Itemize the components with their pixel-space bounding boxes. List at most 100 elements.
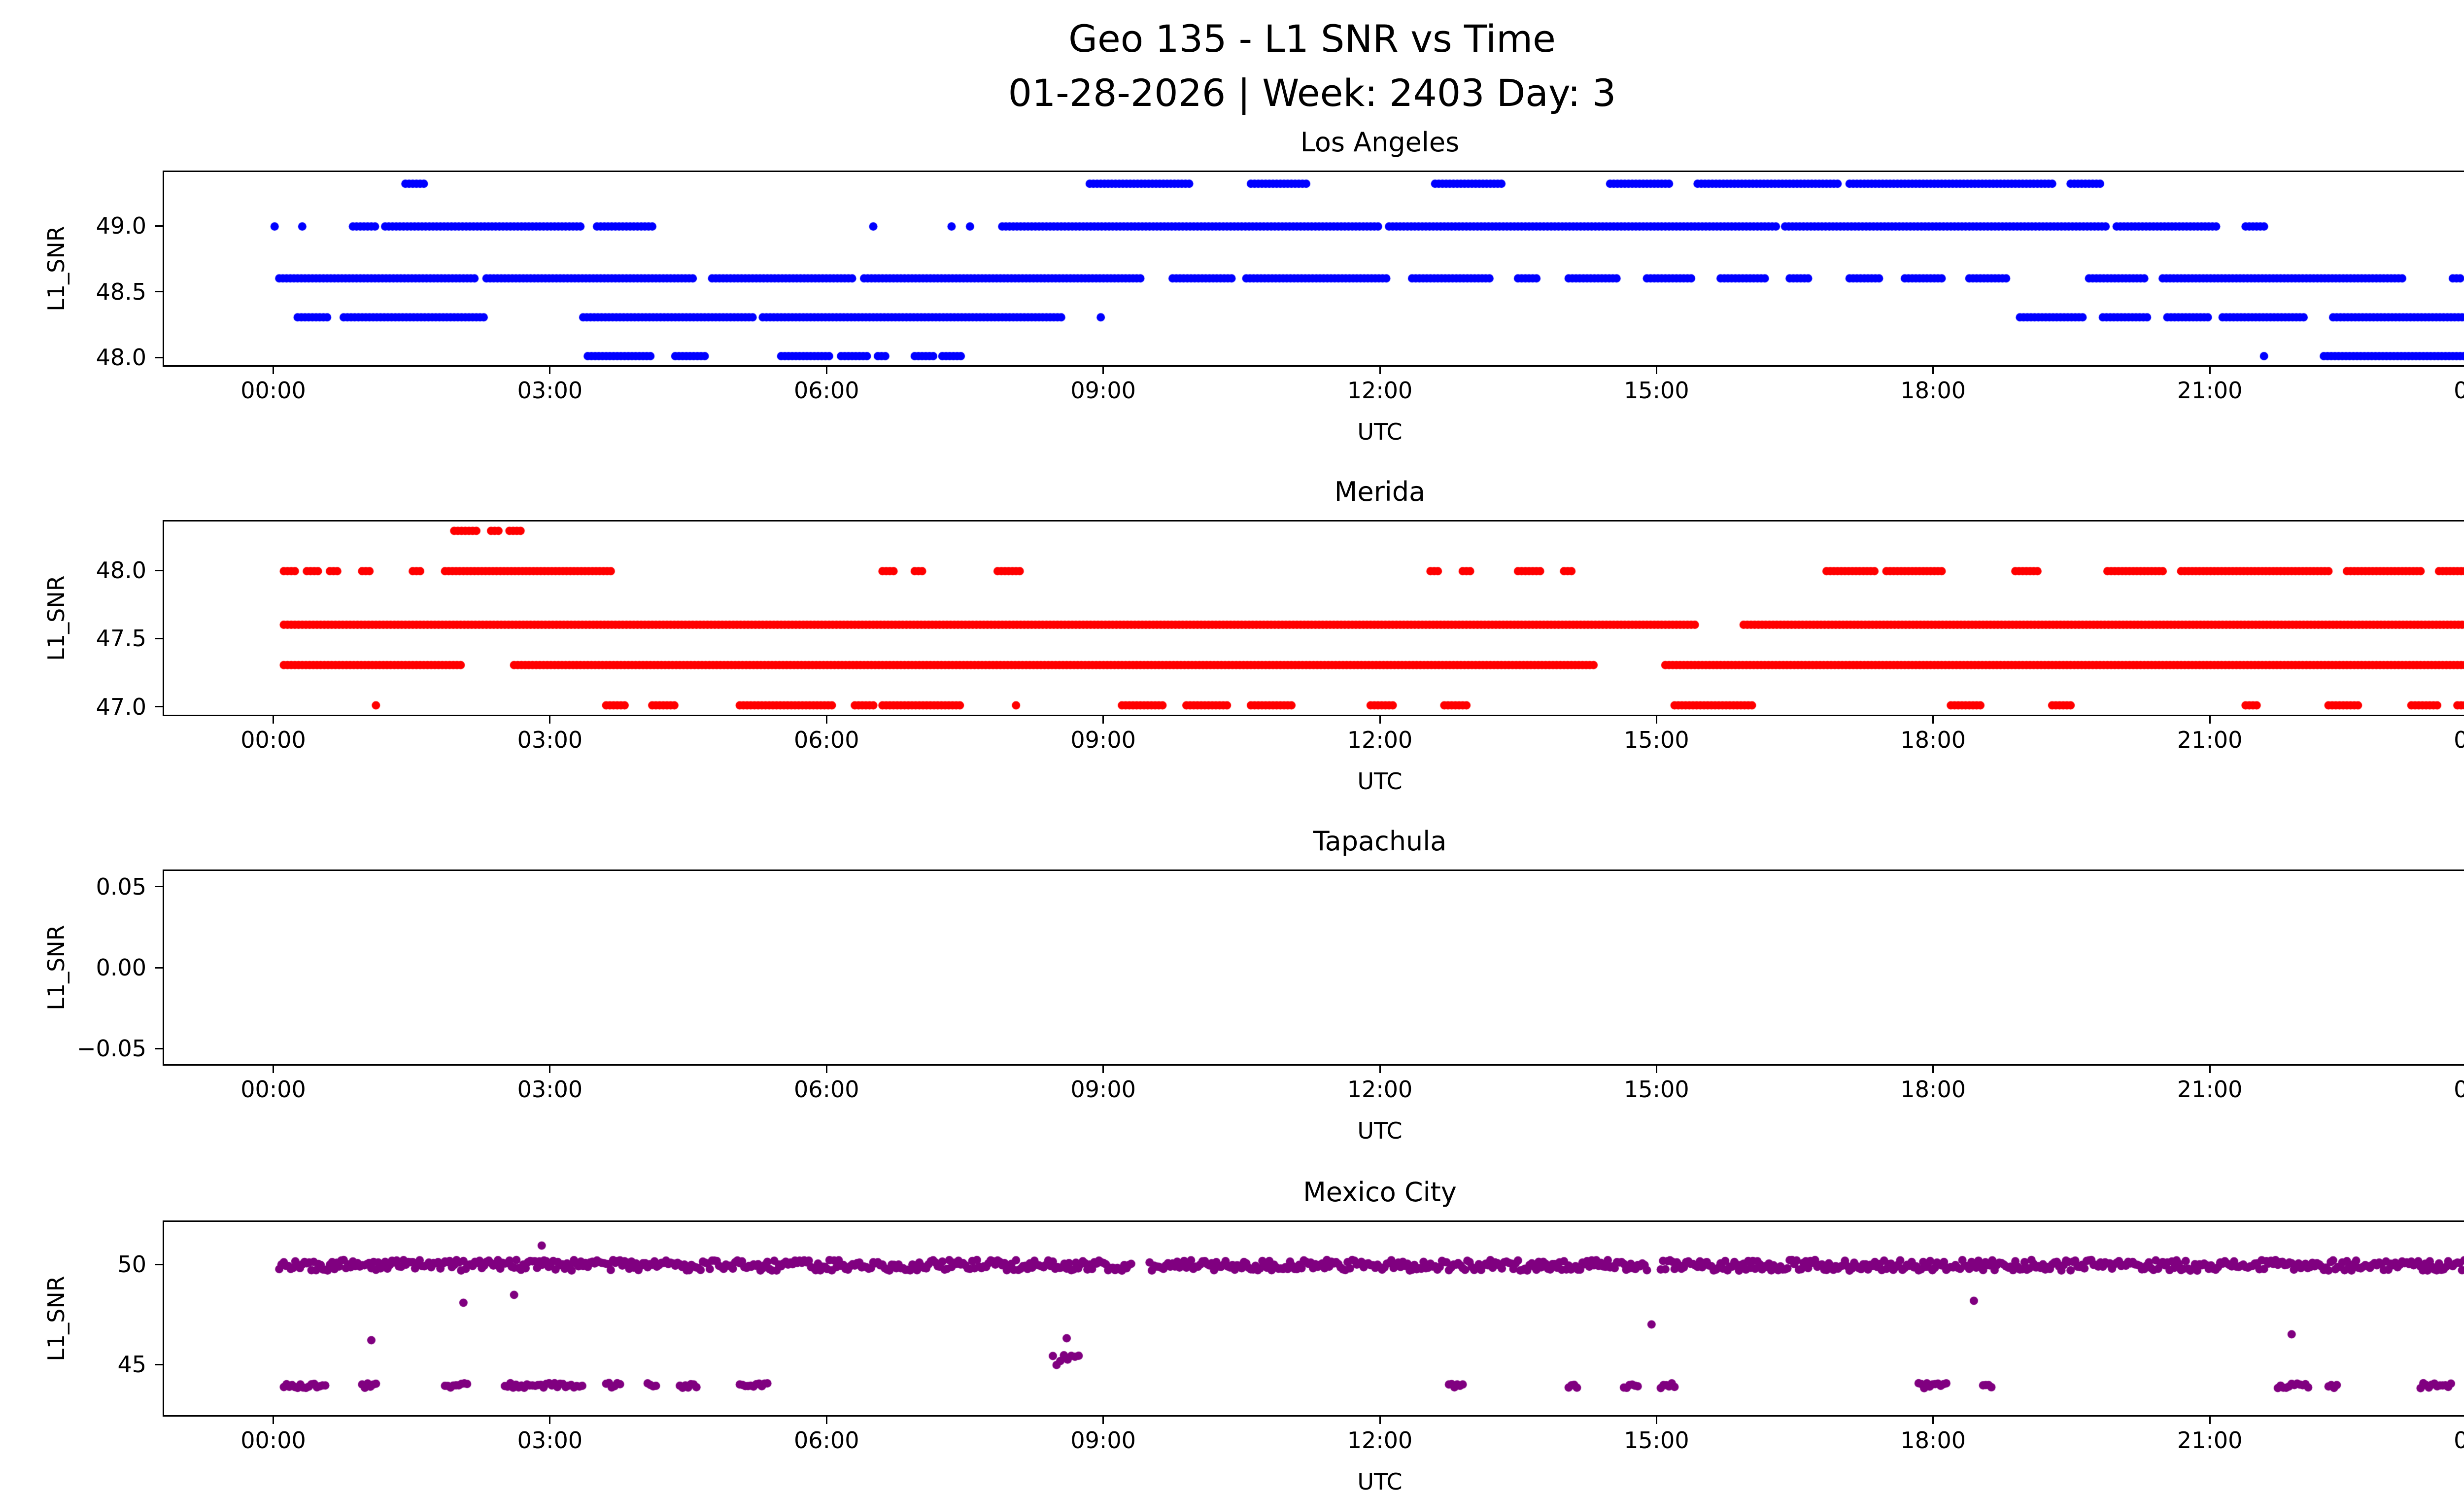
y-tick-labels: 45 50 (0, 1220, 155, 1417)
x-tick-label: 15:00 (1624, 1427, 1689, 1454)
y-tick-label: 50 (117, 1251, 146, 1278)
x-tick-label: 18:00 (1900, 377, 1966, 404)
x-tick-label: 00:00 (240, 727, 306, 753)
x-tick-label: 03:00 (517, 727, 583, 753)
x-tick-mark (1102, 367, 1104, 374)
subplot-tapachula: Tapachula L1_SNR −0.05 0.00 0.05 00:00 03:0… (0, 815, 2464, 1144)
y-tick-mark (155, 1263, 163, 1265)
x-tick-mark (1379, 1417, 1381, 1424)
y-tick-mark (155, 356, 163, 358)
y-tick-marks (155, 171, 163, 367)
y-tick-labels: 48.0 48.5 49.0 (0, 171, 155, 371)
y-tick-mark (155, 225, 163, 227)
x-tick-mark (2209, 716, 2211, 724)
y-tick-marks (155, 1220, 163, 1417)
x-tick-mark (825, 1417, 827, 1424)
x-tick-marks (163, 716, 2464, 724)
x-tick-label: 15:00 (1624, 377, 1689, 404)
x-tick-mark (1102, 1417, 1104, 1424)
x-tick-label: 06:00 (793, 1076, 859, 1103)
x-tick-label: 21:00 (2177, 1427, 2243, 1454)
plot-area (163, 520, 2464, 716)
x-tick-mark (1932, 1417, 1934, 1424)
plot-area (163, 1220, 2464, 1417)
x-tick-label: 00:00 (2454, 727, 2464, 753)
x-axis-label: UTC (1357, 418, 1403, 445)
x-tick-label: 00:00 (2454, 1427, 2464, 1454)
x-tick-label: 12:00 (1347, 377, 1413, 404)
x-tick-label: 09:00 (1070, 1076, 1136, 1103)
y-tick-label: 0.00 (96, 954, 146, 981)
x-tick-labels: 00:00 03:00 06:00 09:00 12:00 15:00 18:00 21:00… (163, 1076, 2464, 1103)
figure-title-line2: 01-28-2026 | Week: 2403 Day: 3 (1008, 71, 1616, 115)
y-tick-label: 0.05 (96, 873, 146, 900)
figure-title: Geo 135 - L1 SNR vs Time 01-28-2026 | We… (0, 12, 2464, 120)
y-tick-labels: 47.0 47.5 48.0 (0, 520, 155, 720)
x-tick-mark (549, 716, 551, 724)
plot-area (163, 869, 2464, 1066)
x-tick-mark (2209, 367, 2211, 374)
x-tick-label: 18:00 (1900, 1427, 1966, 1454)
x-tick-marks (163, 1417, 2464, 1424)
subplot-mexico-city: Mexico City L1_SNR 45 50 00:00 03:00 06:00 0… (0, 1166, 2464, 1495)
y-tick-marks (155, 869, 163, 1066)
subplot-title: Merida (1334, 476, 1426, 507)
y-tick-mark (155, 1363, 163, 1365)
x-tick-label: 06:00 (793, 1427, 859, 1454)
y-tick-label: 47.5 (96, 625, 146, 652)
scatter-canvas (164, 522, 2464, 715)
subplot-title: Los Angeles (1300, 127, 1460, 158)
x-tick-label: 03:00 (517, 377, 583, 404)
x-tick-label: 12:00 (1347, 727, 1413, 753)
y-tick-mark (155, 886, 163, 888)
figure-title-line1: Geo 135 - L1 SNR vs Time (1068, 17, 1556, 61)
subplot-merida: Merida L1_SNR 47.0 47.5 48.0 00:00 03:00 06:… (0, 466, 2464, 795)
x-tick-mark (1932, 716, 1934, 724)
y-tick-label: 45 (117, 1351, 146, 1378)
x-tick-label: 03:00 (517, 1427, 583, 1454)
x-tick-label: 06:00 (793, 727, 859, 753)
x-tick-label: 18:00 (1900, 727, 1966, 753)
x-tick-labels: 00:00 03:00 06:00 09:00 12:00 15:00 18:00 21:00… (163, 1426, 2464, 1454)
y-tick-label: −0.05 (77, 1035, 146, 1062)
x-axis-label: UTC (1357, 1117, 1403, 1144)
y-tick-mark (155, 291, 163, 293)
x-tick-mark (1102, 716, 1104, 724)
scatter-canvas (164, 871, 2464, 1064)
x-tick-mark (2209, 1066, 2211, 1073)
subplot-title: Mexico City (1303, 1177, 1457, 1208)
x-tick-mark (1379, 367, 1381, 374)
x-tick-mark (273, 716, 274, 724)
x-tick-label: 00:00 (2454, 377, 2464, 404)
x-tick-label: 12:00 (1347, 1076, 1413, 1103)
x-tick-mark (1655, 1066, 1657, 1073)
x-tick-label: 09:00 (1070, 1427, 1136, 1454)
x-tick-mark (825, 367, 827, 374)
x-tick-label: 21:00 (2177, 727, 2243, 753)
x-tick-mark (273, 1417, 274, 1424)
x-tick-mark (825, 716, 827, 724)
x-tick-mark (273, 367, 274, 374)
x-tick-mark (1932, 1066, 1934, 1073)
subplot-title: Tapachula (1313, 826, 1447, 857)
y-tick-mark (155, 1047, 163, 1049)
x-tick-mark (1655, 367, 1657, 374)
x-tick-marks (163, 367, 2464, 374)
y-tick-label: 48.0 (96, 557, 146, 584)
x-tick-label: 12:00 (1347, 1427, 1413, 1454)
x-tick-mark (1655, 1417, 1657, 1424)
x-tick-label: 00:00 (240, 377, 306, 404)
x-tick-mark (1379, 716, 1381, 724)
x-tick-mark (549, 1066, 551, 1073)
x-tick-mark (1379, 1066, 1381, 1073)
x-tick-label: 06:00 (793, 377, 859, 404)
x-tick-mark (1655, 716, 1657, 724)
x-tick-mark (549, 1417, 551, 1424)
x-tick-label: 21:00 (2177, 377, 2243, 404)
x-tick-mark (1102, 1066, 1104, 1073)
x-tick-labels: 00:00 03:00 06:00 09:00 12:00 15:00 18:00 21:00… (163, 377, 2464, 404)
y-tick-label: 47.0 (96, 693, 146, 720)
x-tick-mark (549, 367, 551, 374)
scatter-canvas (164, 172, 2464, 365)
